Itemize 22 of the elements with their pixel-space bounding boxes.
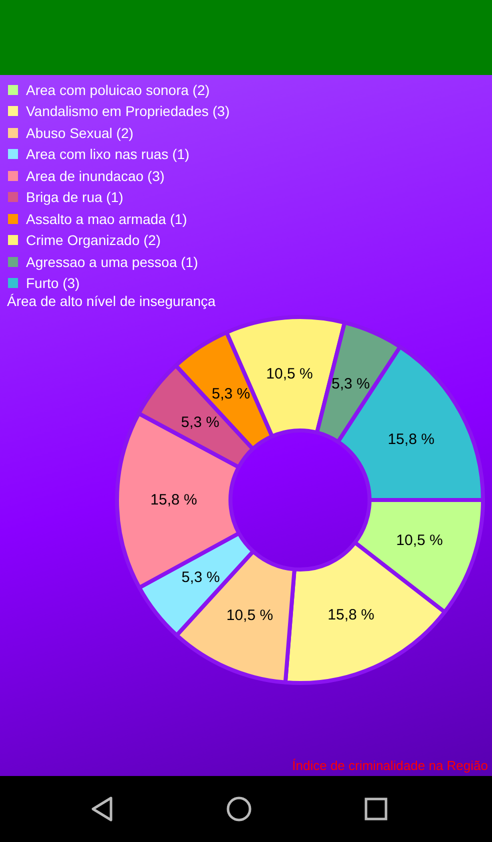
data-label: 5,3 % xyxy=(180,414,220,431)
data-label: 5,3 % xyxy=(212,385,250,402)
legend-label: Abuso Sexual (2) xyxy=(26,124,134,141)
text: Área de alto nível de insegurança xyxy=(7,293,216,309)
data-label: 15,8 % xyxy=(328,606,374,624)
legend-label: Briga de rua (1) xyxy=(26,189,124,206)
text: Índice de criminalidade na Região xyxy=(292,758,488,773)
data-label: 5,3 % xyxy=(181,569,220,586)
data-label: 15,8 % xyxy=(150,492,198,509)
legend-label: Area com poluicao sonora (2) xyxy=(26,82,210,98)
data-label: 15,8 % xyxy=(388,431,434,448)
legend-label: Vandalismo em Propriedades (3) xyxy=(26,103,230,120)
data-label: 10,5 % xyxy=(396,532,443,549)
data-label: 10,5 % xyxy=(226,606,274,624)
legend-label: Area de inundacao (3) xyxy=(26,168,165,184)
legend-label: Furto (3) xyxy=(26,275,80,292)
legend-label: Assalto a mao armada (1) xyxy=(26,210,188,227)
data-label: 5,3 % xyxy=(331,375,370,392)
legend-label: Agressao a uma pessoa (1) xyxy=(26,254,198,270)
data-label: 10,5 % xyxy=(266,365,313,382)
legend-label: Crime Organizado (2) xyxy=(26,232,161,248)
legend-label: Area com lixo nas ruas (1) xyxy=(26,146,190,162)
